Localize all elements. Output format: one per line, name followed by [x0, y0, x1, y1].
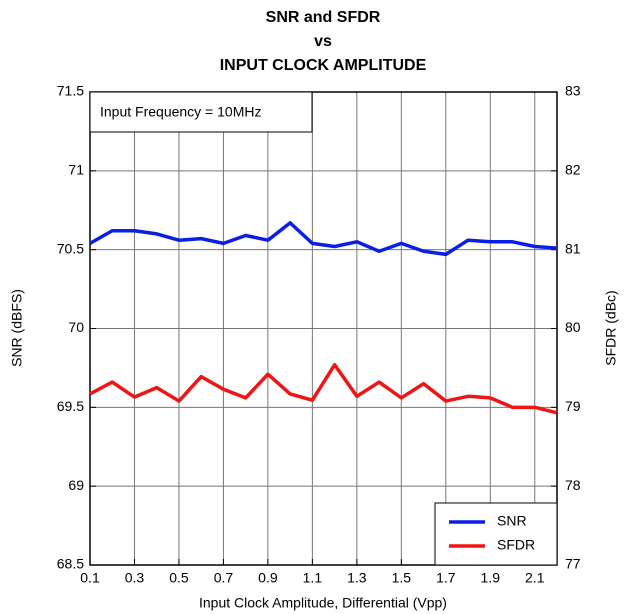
x-tick-label: 0.5 [169, 570, 189, 586]
line-series [89, 221, 558, 257]
y-tick-label: 69 [68, 477, 84, 493]
legend-label: SNR [497, 513, 527, 529]
y2-axis-label: SFDR (dBc) [603, 290, 619, 365]
y-axis-label: SNR (dBFS) [9, 289, 25, 367]
chart-title: vs [314, 33, 332, 50]
y2-tick-label: 80 [565, 319, 581, 335]
line-series [89, 363, 558, 415]
y2-tick-label: 79 [565, 398, 581, 414]
annotation: Input Frequency = 10MHz [100, 104, 261, 120]
x-tick-label: 0.3 [125, 570, 145, 586]
x-tick-label: 1.3 [347, 570, 367, 586]
x-tick-label: 1.7 [436, 570, 456, 586]
y-tick-label: 70.5 [57, 240, 84, 256]
y2-tick-label: 81 [565, 240, 581, 256]
x-tick-label: 0.9 [258, 570, 278, 586]
x-tick-label: 1.1 [303, 570, 323, 586]
x-tick-label: 1.9 [481, 570, 501, 586]
y-tick-label: 71.5 [57, 83, 84, 99]
y-tick-label: 70 [68, 319, 84, 335]
x-tick-label: 0.7 [214, 570, 234, 586]
x-axis-label: Input Clock Amplitude, Differential (Vpp… [199, 595, 447, 611]
chart-title: SNR and SFDR [266, 9, 381, 26]
y-tick-label: 68.5 [57, 556, 84, 572]
y2-tick-label: 83 [565, 83, 581, 99]
plot-frame [89, 91, 558, 566]
legend-label: SFDR [497, 537, 535, 553]
y-tick-label: 71 [68, 162, 84, 178]
chart-title: INPUT CLOCK AMPLITUDE [220, 57, 427, 74]
y-tick-label: 69.5 [57, 398, 84, 414]
annotation-box [89, 91, 313, 133]
y2-tick-label: 82 [565, 162, 581, 178]
y2-tick-label: 77 [565, 556, 581, 572]
x-tick-label: 1.5 [392, 570, 412, 586]
x-tick-label: 2.1 [525, 570, 545, 586]
legend-box [434, 502, 558, 566]
x-tick-label: 0.1 [80, 570, 100, 586]
y2-tick-label: 78 [565, 477, 581, 493]
